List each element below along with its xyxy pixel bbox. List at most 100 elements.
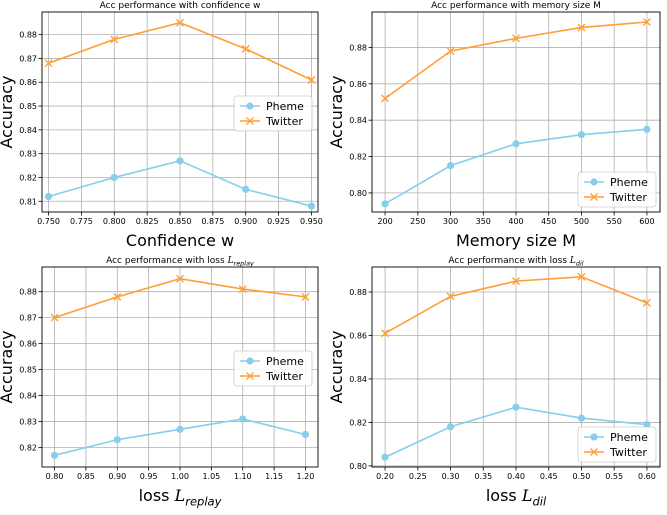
legend: Pheme Twitter [233, 95, 313, 132]
x-tick-label: 500 [574, 217, 589, 226]
x-tick-label: 300 [443, 217, 458, 226]
y-tick-label: 0.87 [19, 314, 37, 323]
x-tick-label: 1.05 [202, 472, 220, 481]
x-axis-label-sub: dil [532, 494, 547, 508]
y-tick-label: 0.82 [19, 173, 37, 182]
y-tick-label: 0.88 [349, 43, 367, 52]
y-axis-label: Accuracy [0, 75, 16, 148]
legend-marker [246, 372, 254, 380]
data-point-pheme [50, 451, 59, 459]
data-point-twitter [110, 35, 119, 44]
chart-title: Acc performance with confidence w [100, 1, 261, 11]
data-point-pheme [110, 173, 118, 182]
x-axis-label-text: loss [139, 486, 175, 505]
chart-title-sub: replay [234, 260, 255, 268]
x-axis-label-math: L [174, 486, 186, 505]
y-tick-label: 0.86 [349, 331, 367, 340]
chart-panel-2: 200 250 300 350 400 450 500 550 600 0.80 0.82 0.84 0… [327, 1, 661, 250]
x-tick-label: 0.85 [77, 472, 95, 481]
x-axis-label: loss Lreplay [139, 486, 222, 508]
x-tick-label: 0.850 [169, 217, 192, 226]
x-tick-label: 0.30 [442, 472, 460, 481]
legend-marker [590, 178, 598, 186]
data-point-twitter [577, 272, 586, 281]
y-tick-label: 0.80 [349, 189, 367, 198]
x-tick-label: 1.00 [171, 472, 189, 481]
legend-label-twitter: Twitter [265, 370, 303, 383]
y-tick-label: 0.85 [19, 102, 37, 111]
y-tick-label: 0.86 [349, 80, 367, 89]
legend-marker [246, 102, 254, 110]
x-tick-label: 0.90 [108, 472, 126, 481]
y-axis-label: Accuracy [327, 330, 346, 403]
data-point-pheme [577, 131, 586, 139]
x-tick-label: 400 [508, 217, 523, 226]
legend-box [577, 171, 657, 208]
legend: Pheme Twitter [233, 350, 313, 387]
data-point-twitter [446, 292, 455, 301]
data-point-twitter [307, 75, 316, 84]
data-point-pheme [381, 453, 389, 461]
x-axis-label: Confidence w [126, 231, 234, 250]
y-tick-label: 0.88 [19, 31, 37, 40]
x-tick-label: 0.800 [103, 217, 126, 226]
legend: Pheme Twitter [577, 426, 657, 463]
chart-title-text: Acc performance with loss [448, 256, 569, 266]
y-tick-label: 0.85 [19, 366, 37, 375]
x-tick-label: 0.900 [234, 217, 257, 226]
x-tick-label: 1.20 [297, 472, 315, 481]
x-tick-label: 0.55 [605, 472, 623, 481]
x-tick-label: 0.45 [540, 472, 558, 481]
x-tick-label: 200 [377, 217, 392, 226]
data-point-twitter [176, 18, 184, 27]
y-tick-label: 0.83 [19, 418, 37, 427]
data-point-twitter [176, 274, 184, 283]
y-tick-label: 0.86 [19, 340, 37, 349]
data-point-pheme [176, 157, 184, 165]
y-tick-label: 0.84 [19, 392, 37, 401]
data-point-pheme [643, 125, 651, 133]
x-tick-label: 450 [541, 217, 556, 226]
y-tick-label: 0.83 [19, 150, 37, 159]
legend-label-pheme: Pheme [610, 431, 648, 444]
legend-marker [590, 433, 598, 441]
legend-label-pheme: Pheme [266, 100, 304, 113]
legend-marker [590, 448, 598, 456]
x-tick-label: 0.40 [507, 472, 525, 481]
data-point-pheme [113, 436, 121, 444]
legend-label-twitter: Twitter [609, 191, 647, 204]
x-tick-label: 1.10 [234, 472, 252, 481]
y-axis-label: Accuracy [327, 75, 346, 148]
legend-label-pheme: Pheme [610, 176, 648, 189]
chart-title-sub: dil [576, 260, 584, 268]
y-tick-label: 0.84 [19, 126, 37, 135]
x-axis-label: Memory size M [456, 231, 576, 250]
x-tick-label: 0.35 [474, 472, 492, 481]
chart-title: Acc performance with loss Ldil [448, 256, 583, 268]
data-point-twitter [381, 329, 390, 338]
data-point-pheme [512, 403, 520, 411]
chart-panel-1: 0.750 0.775 0.800 0.825 0.850 0.875 0.900 0.925… [0, 1, 323, 250]
data-point-twitter [381, 94, 390, 103]
data-point-twitter [642, 18, 651, 26]
data-point-pheme [512, 140, 520, 148]
legend: Pheme Twitter [577, 171, 657, 208]
y-tick-label: 0.86 [19, 78, 37, 87]
data-point-pheme [577, 414, 586, 422]
x-tick-label: 350 [476, 217, 491, 226]
x-tick-label: 0.95 [140, 472, 158, 481]
x-axis-label: loss Ldil [486, 486, 547, 508]
x-tick-label: 0.825 [136, 217, 159, 226]
y-tick-label: 0.88 [349, 288, 367, 297]
y-tick-label: 0.81 [19, 197, 37, 206]
data-point-twitter [577, 23, 586, 32]
x-tick-label: 0.80 [46, 472, 64, 481]
x-tick-label: 550 [607, 217, 622, 226]
chart-panel-4: 0.20 0.25 0.30 0.35 0.40 0.45 0.50 0.55 0.60 0.80… [327, 256, 661, 508]
y-tick-label: 0.87 [19, 54, 37, 63]
data-point-pheme [242, 185, 250, 193]
data-point-pheme [643, 421, 651, 429]
x-tick-label: 0.50 [573, 472, 591, 481]
x-tick-label: 0.925 [267, 217, 290, 226]
